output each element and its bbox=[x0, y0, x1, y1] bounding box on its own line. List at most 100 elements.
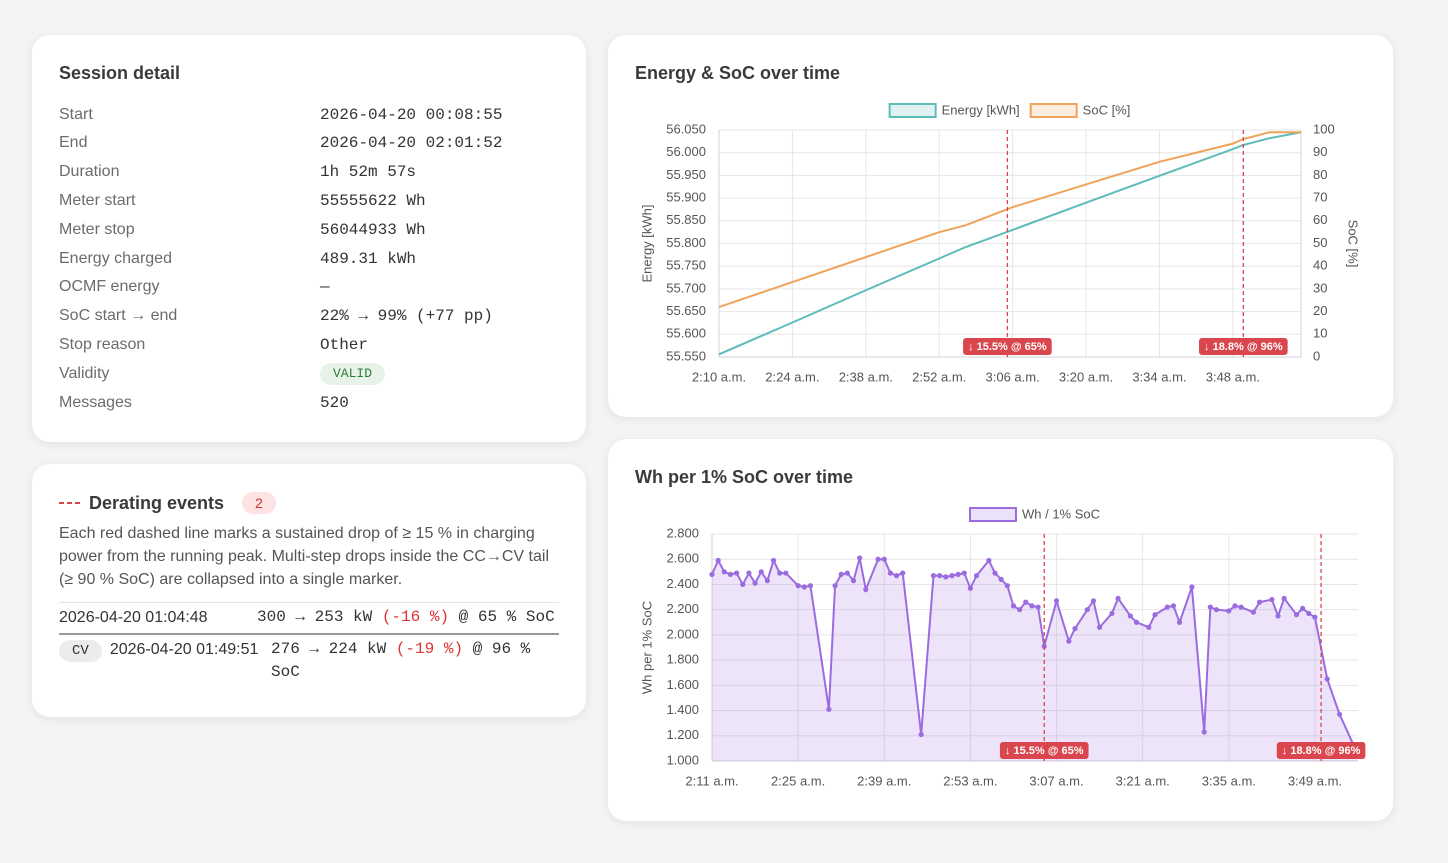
point bbox=[1176, 619, 1183, 625]
point bbox=[1127, 613, 1133, 619]
phase-badge: CV bbox=[59, 640, 102, 662]
point bbox=[844, 570, 850, 576]
point bbox=[955, 571, 961, 577]
detail-value: — bbox=[320, 278, 330, 297]
y-tick-label: 2.000 bbox=[666, 626, 699, 641]
point bbox=[1017, 607, 1023, 613]
point bbox=[1010, 603, 1017, 609]
point bbox=[1023, 599, 1029, 605]
detail-row: OCMF energy — bbox=[59, 273, 559, 302]
dash-icon bbox=[59, 502, 81, 504]
wh-card: Wh per 1% SoC over time 1.000 1.200 1.400 1.… bbox=[608, 439, 1393, 821]
detail-value: 1h 52m 57s bbox=[320, 163, 417, 182]
detail-row: Duration 1h 52m 57s bbox=[59, 158, 559, 187]
detail-value: 2026-04-20 02:01:52 bbox=[320, 134, 503, 153]
y2-axis-title: SoC [%] bbox=[1346, 220, 1361, 268]
detail-label: Start bbox=[59, 105, 93, 123]
detail-row: Stop reason Other bbox=[59, 331, 559, 360]
point bbox=[826, 706, 832, 712]
detail-label: Duration bbox=[59, 163, 120, 181]
point bbox=[740, 581, 746, 588]
line bbox=[718, 131, 1301, 309]
point bbox=[1004, 583, 1010, 589]
annotation-label: ↓ 18.8% @ 96% bbox=[1282, 745, 1361, 757]
event-soc: @ 96 % SoC bbox=[271, 640, 531, 681]
point bbox=[1201, 729, 1207, 735]
point bbox=[770, 557, 777, 564]
point bbox=[930, 573, 937, 579]
point bbox=[795, 583, 801, 589]
point bbox=[1281, 595, 1287, 601]
point bbox=[1189, 584, 1195, 590]
legend-swatch bbox=[888, 103, 937, 118]
y-tick-label: 1.400 bbox=[666, 702, 699, 717]
point bbox=[1164, 604, 1170, 610]
detail-row: Meter start 55555622 Wh bbox=[59, 187, 559, 216]
point bbox=[752, 580, 758, 586]
x-tick-label: 2:39 a.m. bbox=[857, 773, 911, 788]
y-tick-label: 1.000 bbox=[666, 752, 699, 767]
y2-tick-label: 90 bbox=[1313, 144, 1327, 159]
x-tick-label: 2:52 a.m. bbox=[912, 369, 966, 384]
energy-card: Energy & SoC over time 55.550 55.600 55.650… bbox=[608, 35, 1393, 417]
event-power: 276 → 224 kW bbox=[271, 640, 387, 658]
detail-row: Start 2026-04-20 00:08:55 bbox=[59, 101, 559, 130]
detail-value: VALID bbox=[320, 360, 386, 389]
point bbox=[893, 573, 900, 579]
point bbox=[1226, 608, 1232, 614]
y-tick-label: 56.050 bbox=[666, 121, 706, 136]
y-tick-label: 55.750 bbox=[666, 258, 706, 273]
detail-label: End bbox=[59, 134, 88, 152]
detail-row: Messages 520 bbox=[59, 389, 559, 418]
point bbox=[777, 570, 783, 576]
point bbox=[746, 570, 752, 576]
line bbox=[718, 131, 1302, 356]
annotation-label: ↓ 15.5% @ 65% bbox=[968, 341, 1047, 353]
chart: Wh per 1% SoC over time 1.000 1.200 1.400 1.… bbox=[635, 467, 1366, 788]
legend-swatch bbox=[1029, 103, 1078, 118]
event-power: 300 → 253 kW bbox=[257, 608, 373, 626]
point bbox=[1084, 607, 1090, 613]
point bbox=[1293, 612, 1300, 618]
y2-tick-label: 30 bbox=[1313, 280, 1327, 295]
x-tick-label: 2:24 a.m. bbox=[765, 369, 819, 384]
detail-row: SoC start → end 22% → 99% (+77 pp) bbox=[59, 302, 559, 331]
legend-label: Energy [kWh] bbox=[942, 102, 1020, 117]
point bbox=[715, 557, 721, 564]
y-tick-label: 55.900 bbox=[666, 190, 706, 205]
point bbox=[1275, 613, 1281, 619]
detail-label: Meter start bbox=[59, 192, 136, 209]
event-time: 2026-04-20 01:49:51 bbox=[109, 641, 259, 658]
detail-value: 2026-04-20 00:08:55 bbox=[320, 105, 503, 124]
x-tick-label: 3:49 a.m. bbox=[1288, 773, 1342, 788]
annotation-label: ↓ 18.8% @ 96% bbox=[1204, 341, 1283, 353]
detail-row: Meter stop 56044933 Wh bbox=[59, 216, 559, 245]
point bbox=[1336, 711, 1343, 717]
point bbox=[758, 569, 764, 575]
detail-label: Messages bbox=[59, 393, 132, 411]
point bbox=[881, 556, 887, 562]
point bbox=[949, 573, 955, 579]
point bbox=[1146, 624, 1152, 630]
detail-row: End 2026-04-20 02:01:52 bbox=[59, 129, 559, 158]
point bbox=[801, 584, 807, 590]
point bbox=[832, 583, 838, 589]
validity-badge: VALID bbox=[320, 362, 386, 385]
point bbox=[727, 571, 734, 577]
detail-label: SoC start → end bbox=[59, 307, 178, 325]
annotation-label: ↓ 15.5% @ 65% bbox=[1005, 745, 1084, 757]
chart-title: Wh per 1% SoC over time bbox=[635, 467, 853, 487]
x-tick-label: 2:38 a.m. bbox=[839, 369, 893, 384]
point bbox=[1256, 599, 1263, 605]
point bbox=[1097, 624, 1103, 630]
chart: Energy & SoC over time 55.550 55.600 55.650… bbox=[635, 63, 1361, 385]
x-tick-label: 3:07 a.m. bbox=[1029, 773, 1083, 788]
point bbox=[1238, 604, 1244, 610]
point bbox=[857, 555, 863, 561]
point bbox=[1066, 638, 1072, 644]
x-tick-label: 3:06 a.m. bbox=[986, 369, 1040, 384]
annotation-box bbox=[1199, 338, 1288, 355]
point bbox=[875, 556, 881, 562]
y-tick-label: 55.550 bbox=[666, 348, 706, 363]
